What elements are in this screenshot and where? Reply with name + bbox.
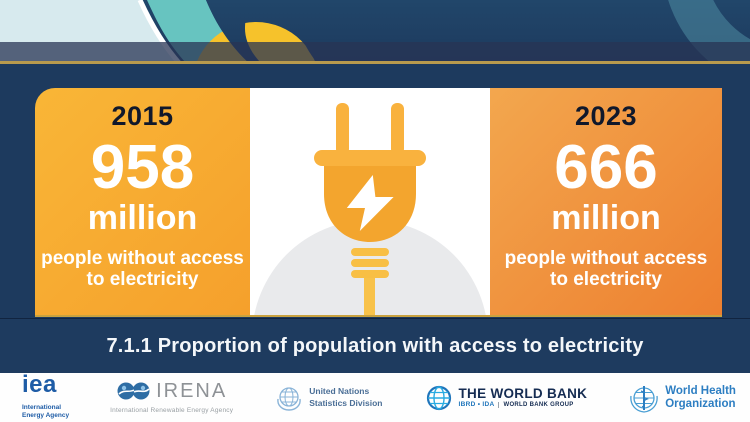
electric-plug-icon [254,103,486,315]
plug-cap [314,150,426,166]
world-bank-subline: IBRD • IDA WORLD BANK GROUP [458,401,588,409]
logo-irena: IRENA International Renewable Energy Age… [110,381,233,415]
lightning-bolt-icon [346,175,394,231]
iea-tagline-line1: International [22,403,62,411]
iea-wordmark: iea [22,371,57,399]
who-text-line2: Organization [665,397,736,410]
indicator-banner: 7.1.1 Proportion of population with acce… [0,318,750,373]
stat-caption-left: people without access to electricity [41,248,244,291]
logo-who: World Health Organization [628,382,736,414]
plug-prong-left [336,103,349,155]
un-statistics-text: United Nations Statistics Division [309,386,382,408]
irena-wordmark: IRENA [156,379,228,402]
plug-rib-1 [351,248,389,256]
world-bank-group: WORLD BANK GROUP [498,402,573,409]
plug-rib-2 [351,259,389,267]
stat-caption-right: people without access to electricity [504,248,708,291]
logo-iea: iea International Energy Agency [22,371,69,420]
indicator-title: 7.1.1 Proportion of population with acce… [106,334,644,357]
slate-overlay-band [0,42,750,62]
iea-tagline: International Energy Agency [22,404,69,420]
stat-panel-2023: 2023 666 million people without access t… [490,88,722,315]
header-decoration [0,0,750,64]
who-emblem-icon [630,385,658,413]
gold-divider-line [0,61,750,64]
plug-prong-right [391,103,404,155]
who-text-line1: World Health [665,385,736,398]
world-bank-ibrd-ida: IBRD • IDA [458,401,495,408]
plug-cord [364,278,375,315]
who-text: World Health Organization [665,385,736,409]
irena-row: IRENA [116,381,227,401]
iea-tagline-line2: Energy Agency [22,411,70,419]
plug-rib-3 [351,270,389,278]
world-bank-wordmark: THE WORLD BANK [458,385,588,401]
stat-panel-2015: 2015 958 million people without access t… [35,88,250,315]
stat-value-right: 666 [554,133,658,202]
year-label-left: 2015 [111,101,174,131]
footer-logo-bar: iea International Energy Agency IRENA In… [0,371,750,422]
un-text-line2: Statistics Division [309,397,383,408]
logo-un-statistics: United Nations Statistics Division [274,383,382,413]
world-bank-text: THE WORLD BANK IBRD • IDA WORLD BANK GRO… [458,385,588,409]
logo-world-bank: THE WORLD BANK IBRD • IDA WORLD BANK GRO… [424,383,588,413]
year-label-right: 2023 [574,101,638,131]
un-text-line1: United Nations [309,386,370,397]
icon-panel [250,88,490,315]
irena-tagline: International Renewable Energy Agency [110,406,234,414]
stat-card: 2015 958 million people without access t… [35,88,722,317]
un-emblem-icon [277,386,302,411]
irena-globes-icon [117,382,150,400]
stat-value-left: 958 [90,133,195,202]
stat-unit-left: million [87,199,198,237]
stat-unit-right: million [551,199,661,237]
gray-circle-backdrop [254,220,486,315]
world-bank-globe-icon [426,385,451,410]
